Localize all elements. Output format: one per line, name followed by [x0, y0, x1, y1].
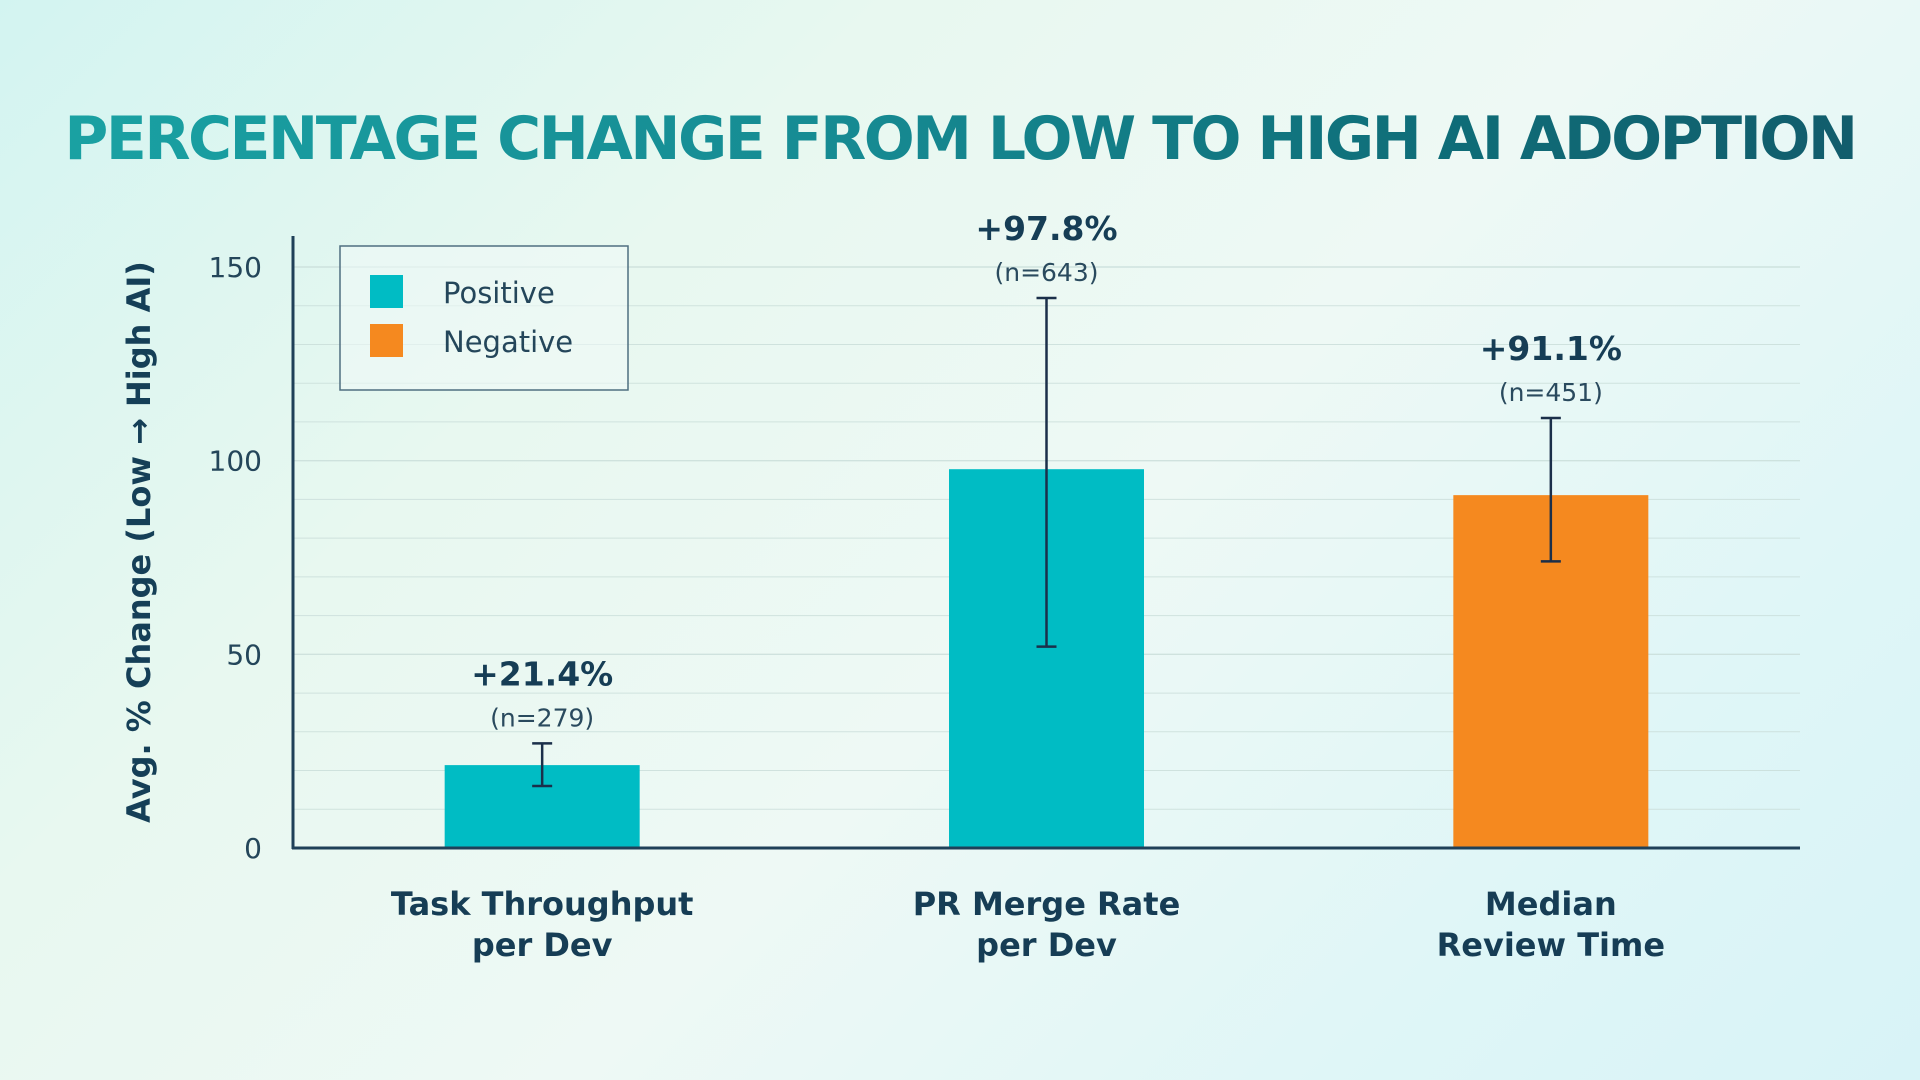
y-tick-label: 150 — [209, 251, 262, 284]
error-bars — [532, 296, 1561, 788]
value-label: +97.8% — [975, 209, 1117, 248]
x-category-label: PR Merge Rate — [913, 885, 1181, 923]
axes — [291, 236, 1800, 850]
x-category-label: per Dev — [976, 926, 1117, 964]
value-label: +21.4% — [471, 654, 613, 693]
legend-box — [339, 245, 629, 391]
x-category-label: Task Throughput — [391, 885, 694, 923]
sample-size-label: (n=451) — [1499, 378, 1603, 407]
chart-title: PERCENTAGE CHANGE FROM LOW TO HIGH AI AD… — [0, 104, 1920, 174]
y-tick-label: 50 — [226, 638, 262, 671]
y-axis-label: Avg. % Change (Low → High AI) — [120, 261, 158, 823]
legend: Positive Negative — [339, 245, 629, 391]
legend-swatch-negative — [370, 324, 403, 357]
value-label: +91.1% — [1480, 329, 1622, 368]
x-category-label: per Dev — [472, 926, 613, 964]
y-tick-label: 0 — [244, 832, 262, 865]
sample-size-label: (n=279) — [490, 703, 594, 732]
legend-label-negative: Negative — [443, 325, 573, 359]
bars — [444, 469, 1649, 848]
legend-swatch-positive — [370, 275, 403, 308]
y-tick-label: 100 — [209, 445, 262, 478]
sample-size-label: (n=643) — [994, 258, 1098, 287]
x-category-label: Median — [1485, 885, 1617, 923]
value-labels: +21.4% (n=279) +97.8% (n=643) +91.1% (n=451) — [471, 209, 1622, 732]
x-category-label: Review Time — [1437, 926, 1665, 964]
y-tick-labels: 0 50 100 150 — [209, 251, 262, 865]
legend-label-positive: Positive — [443, 276, 555, 310]
